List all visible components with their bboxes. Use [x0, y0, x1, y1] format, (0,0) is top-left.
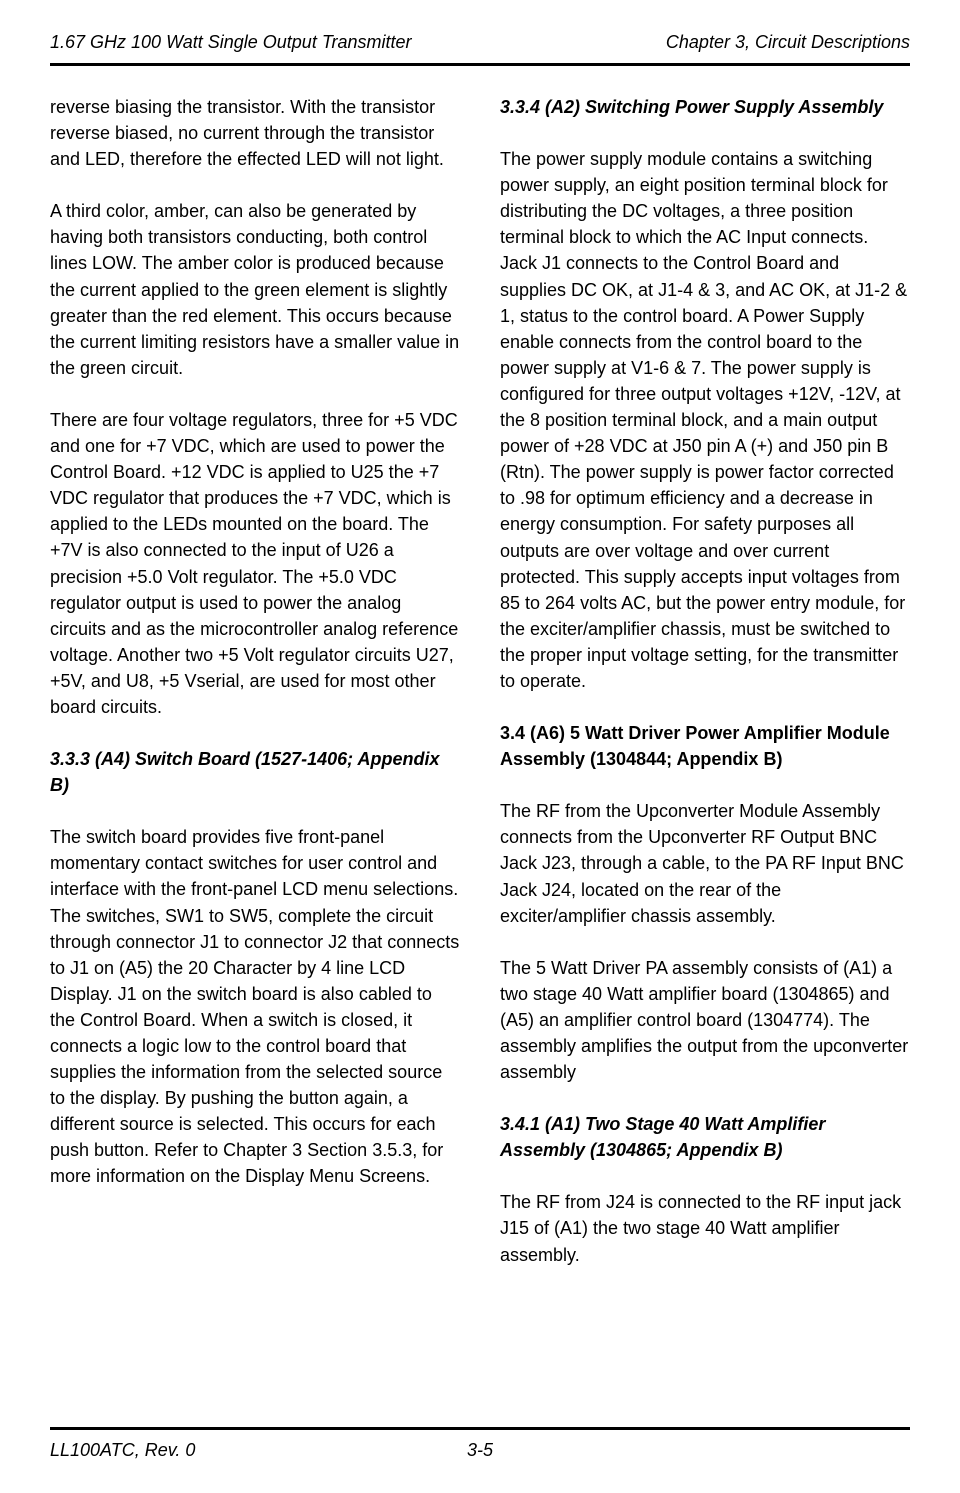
body-paragraph: A third color, amber, can also be genera… — [50, 198, 460, 381]
header-right: Chapter 3, Circuit Descriptions — [666, 32, 910, 53]
section-heading: 3.4.1 (A1) Two Stage 40 Watt Amplifier A… — [500, 1111, 910, 1163]
left-column: reverse biasing the transistor. With the… — [50, 94, 460, 1294]
section-heading: 3.4 (A6) 5 Watt Driver Power Amplifier M… — [500, 720, 910, 772]
body-paragraph: The 5 Watt Driver PA assembly consists o… — [500, 955, 910, 1085]
page-header: 1.67 GHz 100 Watt Single Output Transmit… — [50, 32, 910, 66]
section-heading: 3.3.4 (A2) Switching Power Supply Assemb… — [500, 94, 910, 120]
body-paragraph: The RF from J24 is connected to the RF i… — [500, 1189, 910, 1267]
right-column: 3.3.4 (A2) Switching Power Supply Assemb… — [500, 94, 910, 1294]
footer-page-number: 3-5 — [467, 1440, 493, 1461]
body-paragraph: reverse biasing the transistor. With the… — [50, 94, 460, 172]
page-footer: LL100ATC, Rev. 0 3-5 — [50, 1427, 910, 1461]
footer-left: LL100ATC, Rev. 0 — [50, 1440, 195, 1461]
body-paragraph: There are four voltage regulators, three… — [50, 407, 460, 720]
body-paragraph: The switch board provides five front-pan… — [50, 824, 460, 1189]
header-left: 1.67 GHz 100 Watt Single Output Transmit… — [50, 32, 412, 53]
body-paragraph: The power supply module contains a switc… — [500, 146, 910, 694]
body-paragraph: The RF from the Upconverter Module Assem… — [500, 798, 910, 928]
section-heading: 3.3.3 (A4) Switch Board (1527-1406; Appe… — [50, 746, 460, 798]
content-area: reverse biasing the transistor. With the… — [50, 94, 910, 1294]
